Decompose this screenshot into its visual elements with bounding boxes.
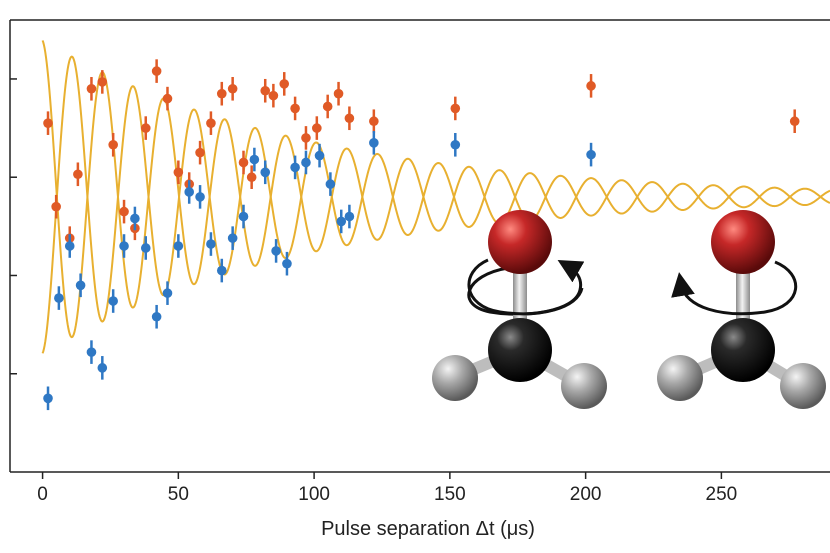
data-point <box>151 311 162 322</box>
data-point <box>322 101 333 112</box>
data-point <box>227 83 238 94</box>
rotation-arrow-left-front <box>467 258 584 316</box>
data-point <box>206 239 216 249</box>
data-point <box>108 296 118 306</box>
data-point <box>97 363 108 373</box>
data-point <box>73 169 83 180</box>
data-point <box>344 113 355 124</box>
data-point <box>249 154 260 165</box>
series-blue <box>43 131 596 411</box>
data-point <box>216 88 227 99</box>
data-point <box>173 167 184 178</box>
fit-curves <box>41 40 830 354</box>
data-point <box>75 280 86 291</box>
data-point <box>290 103 300 114</box>
data-point <box>173 241 184 251</box>
data-point <box>119 206 129 217</box>
data-point <box>162 288 173 298</box>
data-point <box>450 139 461 150</box>
data-point <box>108 139 118 150</box>
data-point <box>271 246 281 256</box>
hydrogen-atom-right <box>561 363 607 409</box>
data-point <box>206 118 216 128</box>
data-point <box>344 211 355 222</box>
data-point <box>260 85 271 96</box>
data-point <box>586 149 596 160</box>
data-point <box>301 133 311 143</box>
data-point <box>51 201 61 212</box>
hydrogen-atom-left <box>432 355 478 401</box>
data-point <box>195 192 205 202</box>
carbon-atom <box>711 318 775 382</box>
data-point <box>450 103 461 114</box>
oxygen-atom <box>711 210 775 274</box>
x-tick-label: 100 <box>298 484 330 505</box>
x-tick-label: 250 <box>706 484 738 505</box>
data-point <box>216 265 227 276</box>
data-point <box>238 211 249 222</box>
data-point <box>162 93 173 104</box>
y-ticks <box>10 78 17 375</box>
carbon-atom <box>488 318 552 382</box>
data-point <box>195 147 205 158</box>
data-points <box>43 59 800 411</box>
data-point <box>369 138 379 148</box>
data-point <box>246 172 257 183</box>
data-point <box>151 66 162 76</box>
molecule-left <box>432 210 607 409</box>
data-point <box>140 243 151 253</box>
data-point <box>268 90 279 101</box>
hydrogen-atom-left <box>657 355 703 401</box>
data-point <box>43 118 53 128</box>
rotation-arrow-right <box>671 260 798 316</box>
oxygen-atom <box>488 210 552 274</box>
data-point <box>586 81 596 91</box>
data-point <box>238 157 249 168</box>
data-point <box>119 241 129 251</box>
data-point <box>789 116 800 127</box>
data-point <box>54 293 64 303</box>
data-point <box>290 162 300 173</box>
data-point <box>86 83 97 94</box>
data-point <box>282 258 292 269</box>
data-point <box>314 150 325 161</box>
data-point <box>140 123 151 133</box>
x-axis-label: Pulse separation Δt (μs) <box>321 518 535 540</box>
data-point <box>279 79 290 89</box>
axes: 0 50 100 150 200 250 Pulse separation Δt (μs) <box>9 19 830 540</box>
molecule-right <box>657 210 826 409</box>
data-point <box>369 116 379 127</box>
molecule-inset <box>432 210 826 409</box>
data-point <box>312 123 322 133</box>
data-point <box>97 77 108 87</box>
data-point <box>260 167 271 178</box>
data-point <box>130 213 140 224</box>
data-point <box>64 241 75 251</box>
data-point <box>336 216 347 227</box>
series-orange <box>43 59 800 250</box>
data-point <box>86 347 97 357</box>
x-tick-label: 0 <box>37 484 48 505</box>
data-point <box>227 233 238 243</box>
data-point <box>325 179 336 189</box>
data-point <box>301 157 311 168</box>
data-point <box>333 88 344 99</box>
data-point <box>184 187 195 197</box>
x-ticks: 0 50 100 150 200 250 <box>37 472 737 505</box>
x-tick-label: 50 <box>168 484 189 505</box>
x-tick-label: 200 <box>570 484 602 505</box>
data-point <box>43 393 53 404</box>
hydrogen-atom-right <box>780 363 826 409</box>
x-tick-label: 150 <box>434 484 466 505</box>
